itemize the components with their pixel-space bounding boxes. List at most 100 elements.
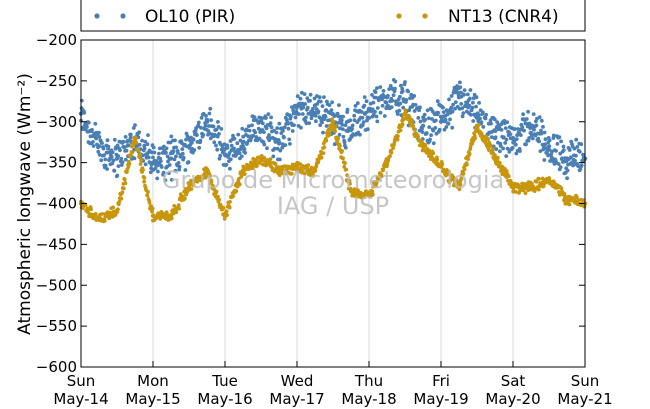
x-tick-label-day: Sun <box>571 372 600 390</box>
data-point <box>278 157 282 162</box>
data-point <box>100 141 104 146</box>
x-tick-label-date: May-20 <box>485 390 540 408</box>
data-point <box>266 112 271 116</box>
data-point <box>272 146 277 151</box>
data-point <box>125 170 129 174</box>
data-point <box>137 130 142 135</box>
data-point <box>410 120 415 124</box>
data-point <box>422 112 427 117</box>
data-point <box>128 153 133 158</box>
data-point <box>231 194 236 198</box>
legend-marker <box>396 13 402 19</box>
data-point <box>97 130 101 135</box>
data-point <box>542 158 547 162</box>
data-point <box>265 146 269 151</box>
data-point <box>241 139 246 144</box>
data-point <box>543 137 548 142</box>
data-point <box>264 126 269 131</box>
data-point <box>156 169 160 174</box>
data-point <box>103 163 108 168</box>
data-point <box>339 118 344 123</box>
data-point <box>199 125 203 130</box>
data-point <box>462 88 467 92</box>
data-point <box>271 154 276 159</box>
data-point <box>438 119 444 124</box>
data-point <box>361 120 366 124</box>
data-point <box>567 195 572 199</box>
data-point <box>327 132 332 136</box>
data-point <box>282 135 286 140</box>
data-point <box>402 111 408 116</box>
data-point <box>82 110 87 115</box>
data-point <box>564 197 570 202</box>
series-1 <box>78 108 588 224</box>
data-point <box>337 103 341 107</box>
data-point <box>554 149 558 153</box>
data-point <box>384 160 390 165</box>
x-tick-label-date: May-21 <box>557 390 612 408</box>
data-point <box>123 157 128 162</box>
data-point <box>418 119 423 124</box>
data-point <box>467 151 472 156</box>
data-point <box>548 159 552 163</box>
y-tick-label: −350 <box>36 154 77 172</box>
data-point <box>234 189 239 194</box>
data-point <box>91 140 95 144</box>
x-tick-label-day: Fri <box>432 372 450 390</box>
data-point <box>225 146 230 150</box>
data-point <box>119 163 124 167</box>
data-point <box>546 144 552 149</box>
data-point <box>172 157 177 162</box>
data-point <box>333 124 338 129</box>
x-tick-label-day: Sun <box>67 372 96 390</box>
data-point <box>413 103 418 107</box>
data-point <box>120 190 125 195</box>
data-point <box>528 123 534 129</box>
data-point <box>318 123 323 127</box>
data-point <box>322 145 327 150</box>
data-point <box>283 143 288 148</box>
data-point <box>317 95 322 100</box>
data-point <box>219 126 224 131</box>
data-point <box>458 85 463 90</box>
data-point <box>137 142 142 147</box>
data-point <box>191 137 196 142</box>
data-point <box>176 151 180 155</box>
data-point <box>294 111 300 116</box>
data-point <box>539 118 544 123</box>
data-point <box>400 122 405 127</box>
data-point <box>295 94 300 99</box>
data-point <box>288 142 292 146</box>
data-point <box>176 203 181 208</box>
data-point <box>453 106 457 111</box>
data-point <box>186 184 192 190</box>
data-point <box>527 136 531 140</box>
y-axis-label: Atmospheric longwave (Wm⁻²) <box>15 73 35 335</box>
data-point <box>237 151 242 156</box>
data-point <box>543 142 548 147</box>
x-tick-label-date: May-16 <box>197 390 252 408</box>
data-point <box>93 121 98 126</box>
data-point <box>111 205 116 210</box>
data-point <box>313 113 318 118</box>
data-point <box>470 105 475 110</box>
data-point <box>503 126 508 130</box>
data-point <box>105 167 109 171</box>
data-point <box>468 88 473 92</box>
data-point <box>468 96 472 101</box>
data-point <box>162 144 166 149</box>
data-point <box>214 127 219 132</box>
data-point <box>362 95 367 99</box>
data-point <box>123 135 128 139</box>
data-point <box>145 193 150 198</box>
data-point <box>343 161 347 166</box>
data-point <box>559 186 564 191</box>
data-point <box>398 128 403 133</box>
data-point <box>132 135 138 141</box>
data-point <box>347 178 352 183</box>
data-point <box>370 189 375 194</box>
data-point <box>444 125 449 129</box>
data-point <box>358 132 362 137</box>
data-point <box>446 121 451 126</box>
data-point <box>403 80 407 84</box>
